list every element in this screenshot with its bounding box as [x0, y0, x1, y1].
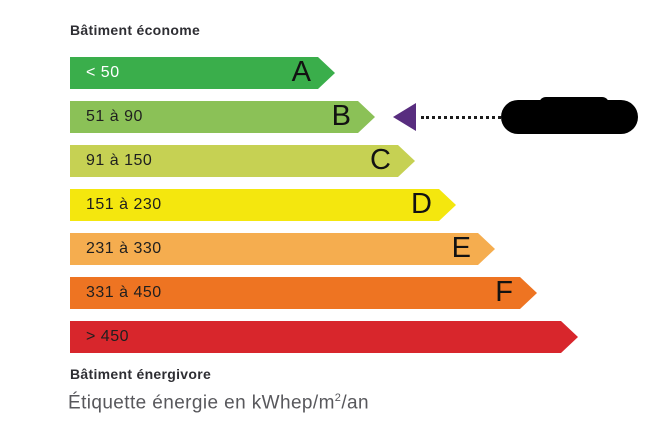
band-range-label: 51 à 90	[86, 108, 143, 125]
current-rating-marker	[393, 97, 638, 134]
energy-scale: < 50 A 51 à 90 B 91 à 150 C 151 à 23	[70, 57, 638, 365]
band-range-label: 151 à 230	[86, 196, 162, 213]
band-letter: B	[331, 99, 351, 132]
energy-band-row-b: 51 à 90 B	[70, 97, 638, 134]
band-range-label: 331 à 450	[86, 284, 162, 301]
band-letter: A	[291, 55, 311, 88]
energy-band-bar-a: < 50 A	[70, 57, 335, 89]
band-range-label: > 450	[86, 328, 129, 345]
band-range-label: 231 à 330	[86, 240, 162, 257]
energy-band-row-d: 151 à 230 D	[70, 189, 638, 221]
dotted-leader-line	[421, 115, 501, 119]
energy-band-bar-g: > 450	[70, 321, 578, 353]
caption-suffix: /an	[341, 392, 369, 414]
energy-band-bar-e: 231 à 330 E	[70, 233, 495, 265]
caption-prefix: Étiquette énergie en kWhep/m	[68, 392, 335, 414]
band-range-label: 91 à 150	[86, 152, 153, 169]
energy-band-bar-b: 51 à 90 B	[70, 101, 375, 133]
chart-caption: Étiquette énergie en kWhep/m2/an	[68, 392, 369, 414]
energy-band-row-e: 231 à 330 E	[70, 233, 638, 265]
energy-band-row-f: 331 à 450 F	[70, 277, 638, 309]
energy-band-row-a: < 50 A	[70, 57, 638, 89]
left-arrow-icon	[393, 103, 416, 131]
bottom-scale-label: Bâtiment énergivore	[70, 366, 212, 382]
energy-band-row-g: > 450	[70, 321, 638, 353]
energy-band-bar-f: 331 à 450 F	[70, 277, 537, 309]
caption-superscript: 2	[334, 392, 342, 404]
band-letter: E	[451, 231, 471, 264]
band-letter: F	[495, 275, 513, 308]
energy-band-bar-d: 151 à 230 D	[70, 189, 456, 221]
top-scale-label: Bâtiment économe	[70, 22, 201, 38]
energy-band-row-c: 91 à 150 C	[70, 145, 638, 177]
redacted-value-blob	[501, 97, 638, 134]
band-letter: C	[370, 143, 391, 176]
band-range-label: < 50	[86, 64, 120, 81]
energy-band-bar-c: 91 à 150 C	[70, 145, 415, 177]
band-letter: D	[411, 187, 432, 220]
